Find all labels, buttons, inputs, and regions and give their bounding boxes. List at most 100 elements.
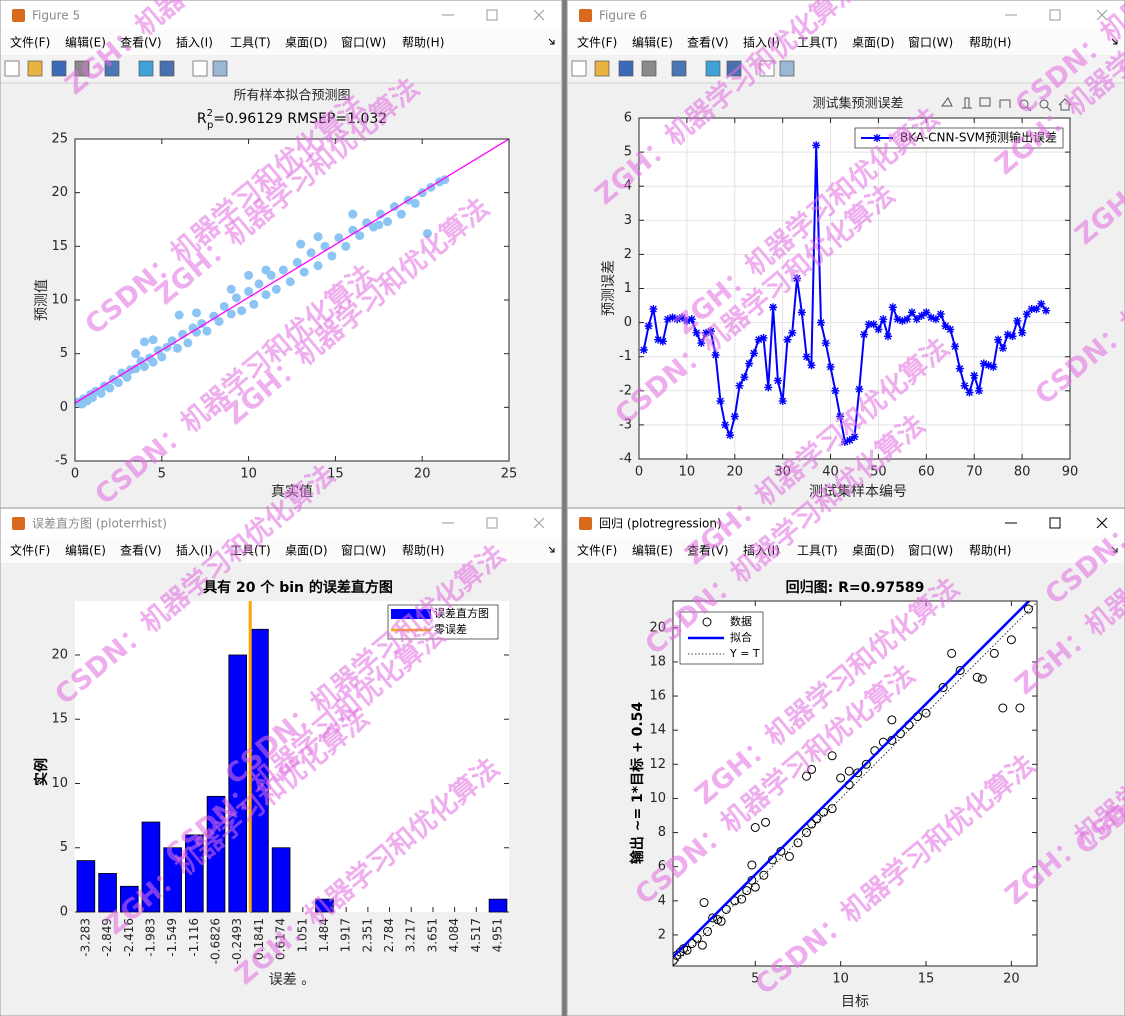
menu-item[interactable]: 插入(I) <box>743 544 780 558</box>
toolbar-button[interactable] <box>212 60 228 77</box>
maximize-button[interactable] <box>1049 9 1061 21</box>
toolbar-button[interactable] <box>641 60 657 77</box>
point <box>1006 635 1016 645</box>
y-tick-label: 5 <box>60 840 68 855</box>
legend-marker <box>702 617 712 627</box>
point-marker <box>730 412 739 421</box>
menu-item[interactable]: 编辑(E) <box>632 543 673 558</box>
menu-item[interactable]: 文件(F) <box>577 35 617 50</box>
toolbar-button[interactable] <box>4 60 20 77</box>
point <box>802 828 812 838</box>
point <box>374 220 384 230</box>
close-button[interactable] <box>533 9 545 21</box>
menu-item[interactable]: 桌面(D) <box>852 544 895 558</box>
toolbar-button[interactable] <box>759 60 775 77</box>
point <box>802 771 812 781</box>
axes-box <box>672 600 1038 967</box>
toolbar-button[interactable] <box>138 60 154 77</box>
menu-item[interactable]: 帮助(H) <box>969 544 1011 558</box>
menu-item[interactable]: 文件(F) <box>10 35 50 50</box>
close-button[interactable] <box>1096 517 1108 529</box>
menu-item[interactable]: 工具(T) <box>797 36 838 50</box>
menu-item[interactable]: 文件(F) <box>577 543 617 558</box>
point-marker <box>663 315 672 324</box>
toolbar-button[interactable] <box>594 60 610 77</box>
toolbar-button[interactable] <box>104 60 120 77</box>
point <box>836 773 846 783</box>
menu-item[interactable]: 查看(V) <box>687 544 729 558</box>
menu-item[interactable]: 窗口(W) <box>908 36 953 50</box>
menu-item[interactable]: 编辑(E) <box>632 35 673 50</box>
toolbar-button[interactable] <box>192 60 208 77</box>
toolbar-button[interactable] <box>571 60 587 77</box>
point <box>389 202 399 212</box>
axes-box <box>74 138 510 462</box>
toolbar-button[interactable] <box>51 60 67 77</box>
window-title: 回归 (plotregression) <box>599 517 722 531</box>
menu-item[interactable]: 查看(V) <box>120 36 162 50</box>
menu-item[interactable]: 帮助(H) <box>402 36 444 50</box>
menu-item[interactable]: 窗口(W) <box>341 544 386 558</box>
menu-bar <box>1 538 561 563</box>
toolbar-button[interactable] <box>74 60 90 77</box>
toolbar-button[interactable] <box>671 60 687 77</box>
toolbar-button[interactable] <box>159 60 175 77</box>
axes-tool-button[interactable] <box>941 97 953 107</box>
point-marker <box>998 344 1007 353</box>
point <box>139 362 149 372</box>
menu-item[interactable]: 插入(I) <box>743 36 780 50</box>
toolbar-button[interactable] <box>705 60 721 77</box>
x-tick-label: 1.051 <box>295 918 309 952</box>
toolbar-button[interactable] <box>726 60 742 77</box>
point-marker <box>735 381 744 390</box>
axes-tool-button[interactable] <box>1039 99 1052 112</box>
axes-tool-button[interactable] <box>979 97 991 107</box>
point <box>998 703 1008 713</box>
menu-item[interactable]: 帮助(H) <box>969 36 1011 50</box>
point <box>382 217 392 227</box>
close-button[interactable] <box>1096 9 1108 21</box>
x-tick-label: 80 <box>1014 465 1031 480</box>
menu-item[interactable]: 桌面(D) <box>852 36 895 50</box>
maximize-button[interactable] <box>486 9 498 21</box>
point-marker <box>860 330 869 339</box>
point <box>313 261 323 271</box>
toolbar-button[interactable] <box>27 60 43 77</box>
menu-item[interactable]: 桌面(D) <box>285 544 328 558</box>
toolbar-button[interactable] <box>779 60 795 77</box>
menu-item[interactable]: 插入(I) <box>176 36 213 50</box>
point <box>113 378 123 388</box>
x-tick-label: -0.2493 <box>230 918 244 964</box>
close-button[interactable] <box>533 517 545 529</box>
menu-item[interactable]: 工具(T) <box>797 544 838 558</box>
x-tick-label: 5 <box>751 972 759 987</box>
point <box>148 357 158 367</box>
axes-tool-button[interactable] <box>1058 98 1072 111</box>
menu-item[interactable]: 文件(F) <box>10 543 50 558</box>
maximize-button[interactable] <box>1049 517 1061 529</box>
menu-item[interactable]: 编辑(E) <box>65 543 106 558</box>
axes-tool-button[interactable] <box>999 99 1011 108</box>
axes-tool-button[interactable] <box>1019 99 1032 112</box>
axes-tool-button[interactable] <box>962 97 972 109</box>
toolbar-button[interactable] <box>618 60 634 77</box>
point <box>296 239 306 249</box>
menu-item[interactable]: 工具(T) <box>230 36 271 50</box>
x-tick-label: 50 <box>870 465 887 480</box>
menu-item[interactable]: 插入(I) <box>176 544 213 558</box>
point-marker <box>989 362 998 371</box>
menu-item[interactable]: 窗口(W) <box>908 544 953 558</box>
title-bar <box>568 1 1124 30</box>
menu-item[interactable]: 窗口(W) <box>341 36 386 50</box>
menu-item[interactable]: 查看(V) <box>120 544 162 558</box>
menu-arrow <box>1111 546 1118 553</box>
menu-item[interactable]: 查看(V) <box>687 36 729 50</box>
y-tick-label: 20 <box>51 647 68 662</box>
menu-item[interactable]: 编辑(E) <box>65 35 106 50</box>
menu-item[interactable]: 工具(T) <box>230 544 271 558</box>
maximize-button[interactable] <box>486 517 498 529</box>
menu-item[interactable]: 帮助(H) <box>402 544 444 558</box>
point-marker <box>879 315 888 324</box>
menu-item[interactable]: 桌面(D) <box>285 36 328 50</box>
